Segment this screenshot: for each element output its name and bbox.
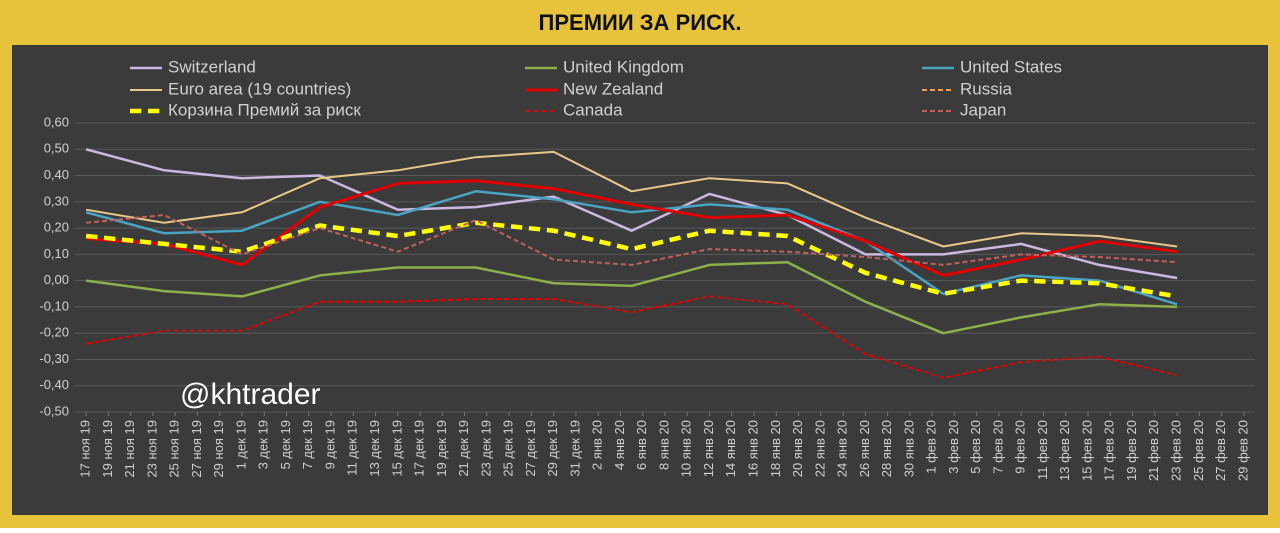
x-tick-label: 21 фев 20 (1146, 420, 1161, 481)
x-tick-label: 14 янв 20 (723, 420, 738, 477)
x-tick-label: 19 дек 19 (434, 420, 449, 477)
x-tick-label: 19 фев 20 (1124, 420, 1139, 481)
x-tick-label: 3 фев 20 (946, 420, 961, 474)
series-line (85, 150, 1178, 248)
x-tick-label: 25 фев 20 (1191, 420, 1206, 481)
x-tick-label: 23 фев 20 (1169, 420, 1184, 481)
x-tick-label: 15 фев 20 (1079, 420, 1094, 481)
y-tick-label: -0,30 (39, 351, 69, 366)
series-line (85, 295, 1178, 379)
x-tick-label: 12 янв 20 (701, 420, 716, 477)
watermark: @khtrader (180, 378, 321, 411)
x-tick-label: 31 дек 19 (567, 420, 582, 477)
y-tick-label: 0,10 (44, 246, 69, 261)
x-tick-label: 5 дек 19 (278, 420, 293, 469)
y-tick-label: -0,10 (39, 298, 69, 313)
x-tick-label: 27 ноя 19 (189, 420, 204, 478)
x-tick-label: 16 янв 20 (745, 420, 760, 477)
legend-label: Canada (563, 100, 623, 119)
y-tick-label: -0,20 (39, 325, 69, 340)
y-tick-label: 0,50 (44, 141, 69, 156)
x-tick-label: 19 ноя 19 (100, 420, 115, 478)
legend-label: United Kingdom (563, 57, 684, 76)
y-tick-label: 0,40 (44, 167, 69, 182)
legend-label: Russia (960, 79, 1013, 98)
x-tick-label: 27 дек 19 (523, 420, 538, 477)
y-tick-label: 0,30 (44, 193, 69, 208)
series-line (85, 190, 1178, 306)
x-tick-label: 1 фев 20 (924, 420, 939, 474)
x-tick-label: 6 янв 20 (634, 420, 649, 470)
x-tick-label: 13 фев 20 (1057, 420, 1072, 481)
x-tick-label: 29 дек 19 (545, 420, 560, 477)
legend-label: Switzerland (168, 57, 256, 76)
x-tick-label: 8 янв 20 (656, 420, 671, 470)
x-tick-label: 9 фев 20 (1013, 420, 1028, 474)
x-tick-label: 21 ноя 19 (122, 420, 137, 478)
y-tick-label: 0,60 (44, 114, 69, 129)
x-tick-label: 27 фев 20 (1213, 420, 1228, 481)
x-tick-label: 11 фев 20 (1035, 420, 1050, 480)
series-line (85, 260, 1178, 335)
x-tick-label: 26 янв 20 (857, 420, 872, 477)
y-tick-label: 0,20 (44, 220, 69, 235)
x-tick-label: 20 янв 20 (790, 420, 805, 477)
chart-title: ПРЕМИИ ЗА РИСК. (539, 10, 742, 35)
x-tick-label: 30 янв 20 (901, 420, 916, 477)
x-tick-label: 15 дек 19 (389, 420, 404, 477)
legend-label: Корзина Премий за риск (168, 100, 361, 119)
x-tick-label: 25 дек 19 (501, 420, 516, 477)
x-tick-label: 5 фев 20 (968, 420, 983, 474)
legend-label: Euro area (19 countries) (168, 79, 351, 98)
x-tick-label: 29 фев 20 (1235, 420, 1250, 481)
x-tick-label: 4 янв 20 (612, 420, 627, 470)
y-tick-label: -0,40 (39, 377, 69, 392)
legend-label: United States (960, 57, 1062, 76)
x-tick-label: 18 янв 20 (768, 420, 783, 477)
x-tick-label: 10 янв 20 (679, 420, 694, 477)
legend-label: Japan (960, 100, 1006, 119)
x-tick-label: 17 фев 20 (1102, 420, 1117, 481)
x-tick-label: 11 дек 19 (345, 420, 360, 476)
x-tick-label: 25 ноя 19 (167, 420, 182, 478)
x-tick-label: 1 дек 19 (233, 420, 248, 469)
x-tick-label: 24 янв 20 (835, 420, 850, 477)
x-tick-label: 7 дек 19 (300, 420, 315, 469)
x-tick-label: 23 ноя 19 (144, 420, 159, 478)
x-tick-label: 3 дек 19 (256, 420, 271, 469)
x-tick-label: 23 дек 19 (478, 420, 493, 477)
x-tick-label: 28 янв 20 (879, 420, 894, 477)
y-tick-label: -0,50 (39, 403, 69, 418)
x-tick-label: 17 дек 19 (412, 420, 427, 477)
series-line (85, 220, 1178, 299)
y-tick-label: 0,00 (44, 272, 69, 287)
x-tick-label: 13 дек 19 (367, 420, 382, 477)
series-line (86, 214, 1178, 266)
x-tick-label: 2 янв 20 (590, 420, 605, 470)
x-tick-label: 21 дек 19 (456, 420, 471, 477)
x-tick-label: 9 дек 19 (322, 420, 337, 469)
x-tick-label: 7 фев 20 (990, 420, 1005, 474)
x-tick-label: 17 ноя 19 (78, 420, 93, 478)
legend-label: New Zealand (563, 79, 663, 98)
x-tick-label: 22 янв 20 (812, 420, 827, 477)
x-tick-label: 29 ноя 19 (211, 420, 226, 478)
series-line (85, 148, 1178, 280)
